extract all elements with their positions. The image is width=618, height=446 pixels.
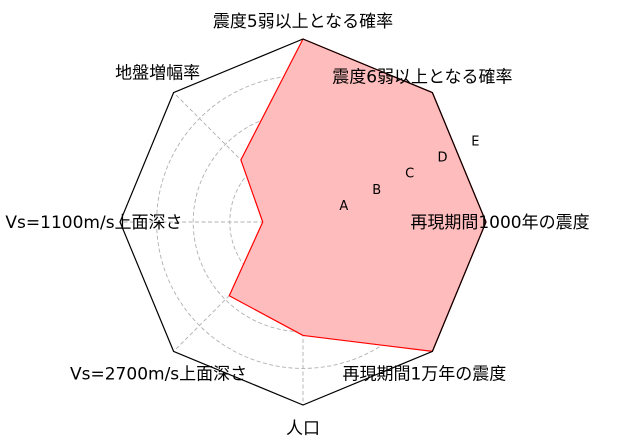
label-layer: A B C D E 震度5弱以上となる確率震度6弱以上となる確率再現期間1000年の震度再…: [5, 12, 589, 439]
axis-label-3: 再現期間1000年の震度: [410, 213, 589, 233]
outline-layer: [119, 38, 487, 406]
ring-label-D: D: [437, 151, 447, 166]
axis-label-1: 震度5弱以上となる確率: [213, 12, 393, 32]
axis-label-5: 人口: [286, 419, 320, 439]
ring-label-E: E: [471, 135, 479, 150]
ring-label-C: C: [405, 167, 414, 182]
axis-label-7: Vs=1100m/s上面深さ: [5, 213, 182, 233]
series-area-1: [229, 39, 487, 352]
axis-label-2: 震度6弱以上となる確率: [332, 68, 512, 88]
grid-spoke-8: [173, 92, 304, 223]
axis-label-4: 再現期間1万年の震度: [342, 364, 506, 384]
axis-label-6: Vs=2700m/s上面深さ: [70, 364, 247, 384]
outer-frame: [119, 38, 487, 406]
ring-label-A: A: [339, 199, 348, 214]
ring-label-B: B: [372, 183, 381, 198]
axis-label-8: 地盤増幅率: [115, 64, 200, 84]
